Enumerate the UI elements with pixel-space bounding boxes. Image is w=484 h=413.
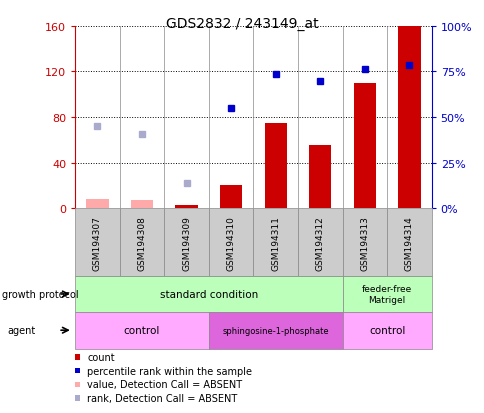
Bar (209, 312, 342, 349)
Bar (308, 146, 331, 209)
Bar (353, 83, 375, 209)
Text: agent: agent (7, 325, 35, 335)
Text: GSM194309: GSM194309 (182, 215, 191, 270)
Text: GSM194308: GSM194308 (137, 215, 146, 270)
Text: rank, Detection Call = ABSENT: rank, Detection Call = ABSENT (87, 393, 237, 403)
Bar (220, 186, 242, 209)
Bar (75, 277, 342, 312)
Bar (209, 209, 253, 277)
Bar (253, 209, 297, 277)
Bar (164, 209, 209, 277)
Text: growth protocol: growth protocol (2, 289, 79, 299)
Text: GSM194313: GSM194313 (360, 215, 368, 270)
Bar (342, 277, 431, 312)
Text: sphingosine-1-phosphate: sphingosine-1-phosphate (222, 326, 328, 335)
Bar (342, 312, 431, 349)
Bar (120, 209, 164, 277)
Text: count: count (87, 352, 115, 362)
Bar (131, 201, 153, 209)
Text: standard condition: standard condition (159, 289, 257, 299)
Text: control: control (368, 325, 405, 335)
Bar (86, 199, 108, 209)
Bar (175, 205, 197, 209)
Text: percentile rank within the sample: percentile rank within the sample (87, 366, 252, 376)
Text: GSM194311: GSM194311 (271, 215, 280, 270)
Text: feeder-free
Matrigel: feeder-free Matrigel (361, 285, 411, 304)
Bar (342, 209, 386, 277)
Bar (397, 27, 420, 209)
Text: GDS2832 / 243149_at: GDS2832 / 243149_at (166, 17, 318, 31)
Bar (264, 123, 286, 209)
Text: GSM194307: GSM194307 (93, 215, 102, 270)
Bar (75, 312, 209, 349)
Text: control: control (123, 325, 160, 335)
Text: value, Detection Call = ABSENT: value, Detection Call = ABSENT (87, 380, 242, 389)
Bar (297, 209, 342, 277)
Bar (386, 209, 431, 277)
Text: GSM194314: GSM194314 (404, 215, 413, 270)
Text: GSM194312: GSM194312 (315, 215, 324, 270)
Bar (75, 209, 120, 277)
Text: GSM194310: GSM194310 (226, 215, 235, 270)
